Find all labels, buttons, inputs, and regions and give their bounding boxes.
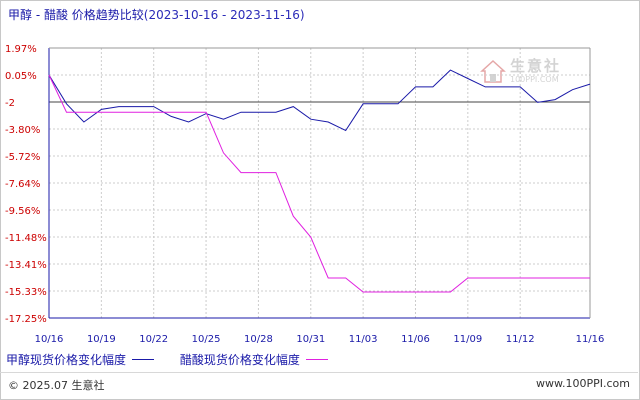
watermark-url: 100PPI.COM: [510, 75, 559, 84]
title-date-range: (2023-10-16 - 2023-11-16): [143, 8, 305, 22]
x-tick-label: 11/09: [453, 334, 482, 345]
title-main: 甲醇 - 醋酸 价格趋势比较: [8, 8, 144, 22]
x-tick-label: 10/25: [192, 334, 221, 345]
x-tick-label: 10/19: [87, 334, 116, 345]
x-tick-label: 11/12: [506, 334, 535, 345]
footer-divider: [0, 372, 638, 373]
y-tick-label: -2: [5, 98, 15, 109]
watermark-logo: 生意社 100PPI.COM: [480, 55, 580, 91]
footer-link[interactable]: www.100PPI.com: [536, 377, 630, 390]
x-tick-label: 10/28: [244, 334, 273, 345]
chart-title: 甲醇 - 醋酸 价格趋势比较(2023-10-16 - 2023-11-16): [8, 6, 305, 23]
legend-item-acetic-acid: 醋酸现货价格变化幅度: [180, 351, 328, 368]
footer-copyright: © 2025.07 生意社: [8, 379, 105, 392]
x-tick-label: 11/16: [576, 334, 605, 345]
legend: 甲醇现货价格变化幅度 醋酸现货价格变化幅度: [6, 351, 350, 368]
y-tick-label: 0.05%: [5, 71, 37, 82]
legend-item-methanol: 甲醇现货价格变化幅度: [6, 351, 155, 368]
y-tick-label: -15.33%: [5, 287, 47, 298]
y-tick-label: -3.80%: [5, 125, 40, 136]
x-tick-label: 10/22: [139, 334, 168, 345]
y-tick-label: -17.25%: [5, 314, 47, 325]
x-tick-label: 10/31: [296, 334, 325, 345]
y-tick-label: -9.56%: [5, 206, 40, 217]
series-line-methanol: [48, 69, 591, 132]
house-icon: [480, 59, 506, 83]
watermark-brand: 生意社: [510, 57, 562, 75]
x-tick-label: 11/03: [349, 334, 378, 345]
x-tick-label: 11/06: [401, 334, 430, 345]
legend-label-methanol: 甲醇现货价格变化幅度: [6, 353, 127, 367]
y-tick-label: -5.72%: [5, 152, 40, 163]
y-tick-label: 1.97%: [5, 44, 37, 55]
y-tick-label: -7.64%: [5, 179, 40, 190]
line-chart: 10/16 10/19 10/22 10/25 10/28 10/31 11/03 11/06…: [5, 44, 605, 345]
y-tick-label: -13.41%: [5, 260, 47, 271]
legend-swatch-methanol: [132, 359, 155, 360]
legend-swatch-acetic-acid: [305, 359, 328, 360]
x-tick-label: 10/16: [35, 334, 64, 345]
legend-label-acetic-acid: 醋酸现货价格变化幅度: [179, 353, 300, 367]
series-line-acetic-acid: [48, 74, 590, 293]
y-tick-label: -11.48%: [5, 233, 47, 244]
